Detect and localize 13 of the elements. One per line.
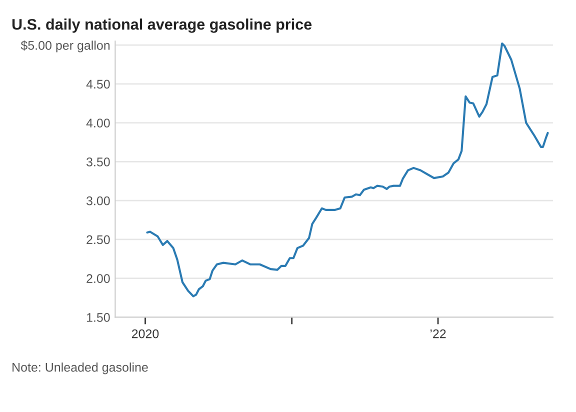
y-tick-label: 3.50: [86, 158, 110, 166]
chart-title: U.S. daily national average gasoline price: [12, 18, 312, 33]
x-tick-label: ’22: [430, 329, 446, 338]
y-tick-label: 4.50: [86, 80, 110, 89]
x-tick-label: 2020: [132, 329, 159, 338]
y-tick-label: 2.50: [86, 235, 110, 244]
line-series: [146, 42, 549, 298]
y-tick-label: 2.00: [86, 274, 110, 284]
y-tick-label: 3.00: [86, 196, 110, 206]
y-tick-label: $5.00 per gallon: [20, 40, 110, 52]
y-tick-label: 4.00: [86, 118, 110, 128]
text: Note: Unleaded gasoline: [12, 362, 148, 374]
y-tick-label: 1.50: [86, 313, 110, 322]
